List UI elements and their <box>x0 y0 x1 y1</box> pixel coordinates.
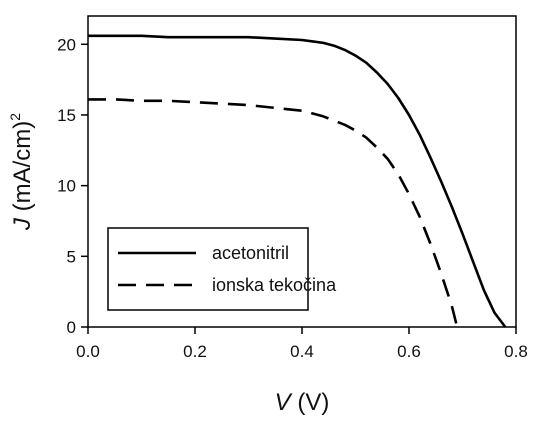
x-axis-title: V (V) <box>275 389 330 416</box>
y-axis-title: J (mA/cm)2 <box>7 113 36 231</box>
x-tick-label: 0.4 <box>290 342 314 361</box>
x-tick-label: 0.0 <box>76 342 100 361</box>
legend-box <box>107 227 309 311</box>
series-line-ionska-tekocina <box>88 98 459 328</box>
y-axis-title-unit: (mA/cm) <box>9 121 36 218</box>
chart-series-group <box>88 34 507 328</box>
x-axis-title-symbol: V <box>275 389 293 416</box>
y-axis-title-symbol: J <box>9 217 36 231</box>
x-axis-title-unit: (V) <box>291 389 330 416</box>
legend-label-acetonitril: acetonitril <box>212 243 289 263</box>
chart-ticks-group: 0 5 10 15 20 0.0 0.2 0.4 0.6 0.8 <box>57 35 528 361</box>
legend-label-ionska-tekocina: ionska tekočina <box>212 275 337 295</box>
y-tick-label: 20 <box>57 35 76 54</box>
x-tick-label: 0.6 <box>397 342 421 361</box>
y-tick-label: 15 <box>57 106 76 125</box>
legend: acetonitril ionska tekočina <box>107 227 337 311</box>
series-line-acetonitril <box>88 34 507 328</box>
y-tick-label: 0 <box>67 318 76 337</box>
y-axis-title-exponent: 2 <box>7 113 23 121</box>
x-tick-label: 0.8 <box>504 342 528 361</box>
x-tick-label: 0.2 <box>183 342 207 361</box>
y-tick-label: 10 <box>57 177 76 196</box>
y-tick-label: 5 <box>67 247 76 266</box>
